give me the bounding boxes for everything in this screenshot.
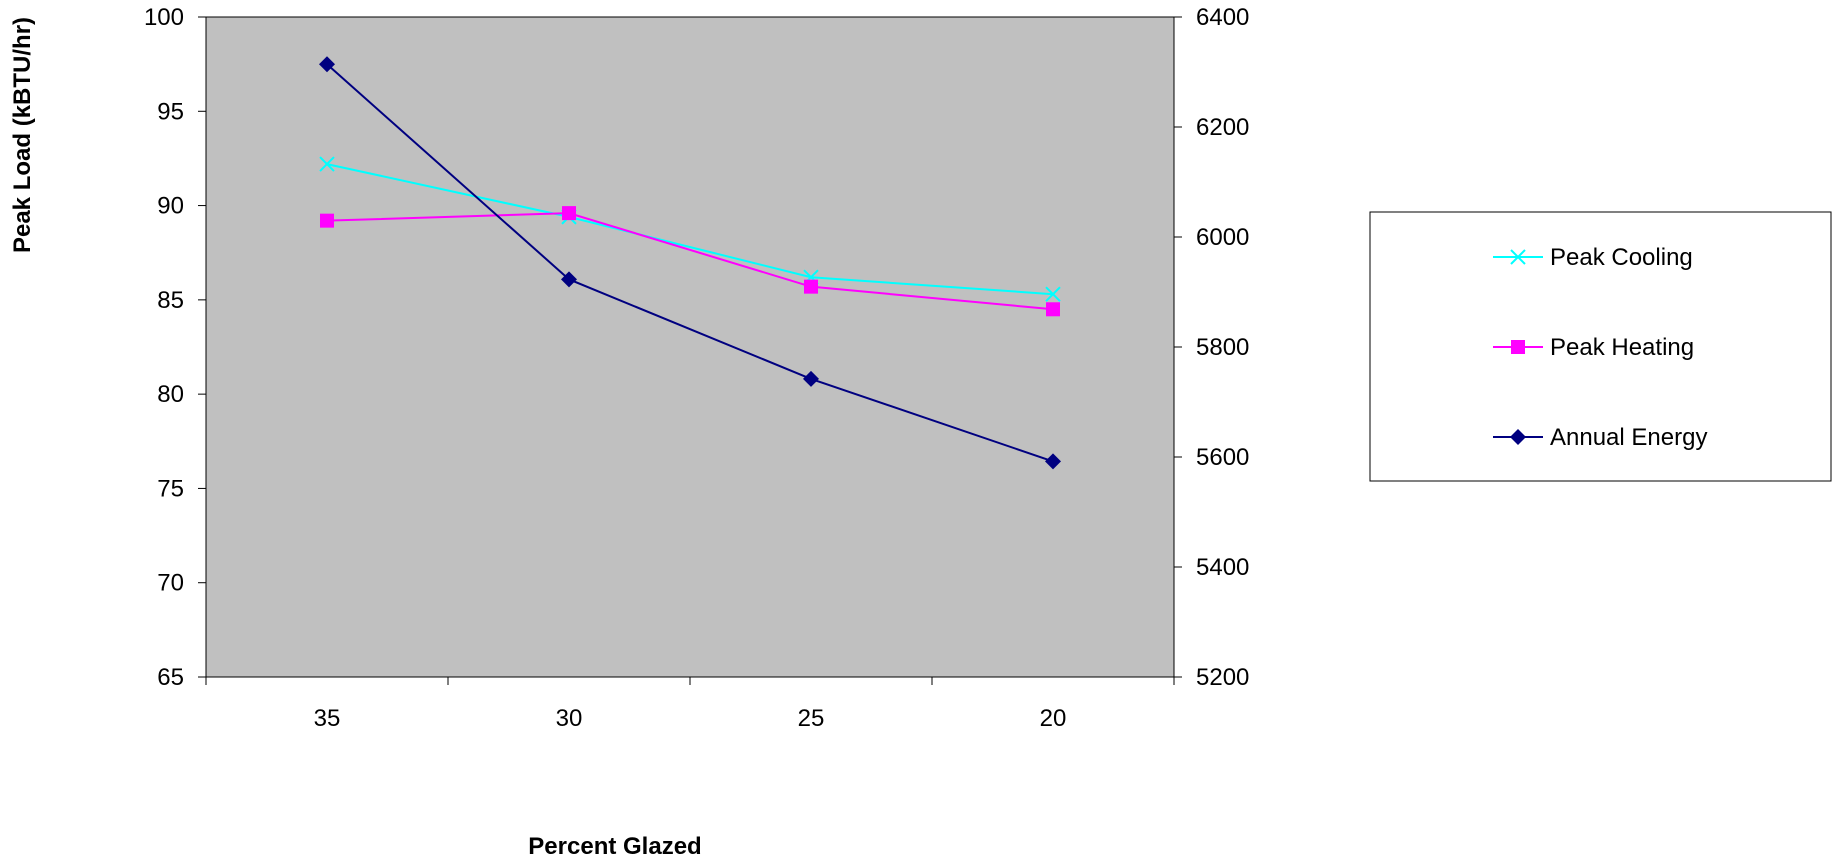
square-icon: [1511, 340, 1525, 354]
series-layer: [319, 56, 1061, 470]
legend-box: [1369, 211, 1832, 482]
data-point: [1046, 302, 1060, 317]
legend-label: Annual Energy: [1550, 424, 1707, 451]
data-point: [320, 213, 334, 228]
x-tick-label: 20: [1040, 705, 1067, 732]
x-axis-title: Percent Glazed: [528, 833, 701, 860]
y-tick-label: 90: [157, 193, 184, 220]
legend-items: Peak Cooling Peak Heating Annual Energy: [1493, 244, 1707, 451]
x-icon-stroke: [1510, 249, 1526, 265]
x-icon-stroke: [1045, 286, 1061, 302]
series-line: [326, 212, 1054, 311]
legend-label: Peak Cooling: [1550, 244, 1693, 271]
x-icon-stroke: [319, 156, 335, 172]
series-line: [326, 63, 1054, 463]
y2-tick-label: 5400: [1196, 554, 1249, 581]
y2-tick-label: 5600: [1196, 444, 1249, 471]
plot-background: [205, 16, 1175, 678]
y-axis-title: Peak Load (kBTU/hr): [9, 17, 36, 253]
x-tick-label: 25: [798, 705, 825, 732]
axes: 65 70 75 80 85 90 95 100 5200 5400 5600 5800 6000 620…: [144, 4, 1249, 732]
plot-area: [205, 16, 1175, 678]
y2-tick-label: 5800: [1196, 334, 1249, 361]
y-tick-label: 85: [157, 287, 184, 314]
data-point: [562, 206, 576, 221]
data-point: [1045, 453, 1061, 470]
series-annual-energy: [319, 56, 1061, 470]
x-tick-label: 35: [314, 705, 341, 732]
y-tick-label: 75: [157, 475, 184, 502]
y-tick-label: 95: [157, 98, 184, 125]
y-tick-label: 65: [157, 664, 184, 691]
y2-tick-label: 6000: [1196, 224, 1249, 251]
diamond-icon: [1510, 429, 1526, 445]
data-point: [803, 370, 819, 387]
legend-item: Peak Heating: [1493, 334, 1694, 361]
y2-tick-label: 5200: [1196, 664, 1249, 691]
y2-tick-label: 6200: [1196, 114, 1249, 141]
data-point: [319, 56, 335, 73]
x-tick-label: 30: [556, 705, 583, 732]
data-point: [804, 279, 818, 294]
data-point: [561, 271, 577, 288]
data-point: [1045, 286, 1061, 302]
y-tick-label: 100: [144, 4, 184, 31]
y-tick-label: 70: [157, 570, 184, 597]
y2-tick-label: 6400: [1196, 4, 1249, 31]
data-point: [319, 156, 335, 172]
y-tick-label: 80: [157, 381, 184, 408]
legend: Peak Cooling Peak Heating Annual Energy: [1369, 211, 1832, 482]
legend-item: Annual Energy: [1493, 424, 1707, 451]
legend-item: Peak Cooling: [1493, 244, 1693, 271]
x-icon: [1510, 249, 1526, 265]
series-peak-heating: [320, 206, 1060, 317]
series-line: [326, 163, 1054, 296]
legend-label: Peak Heating: [1550, 334, 1694, 361]
